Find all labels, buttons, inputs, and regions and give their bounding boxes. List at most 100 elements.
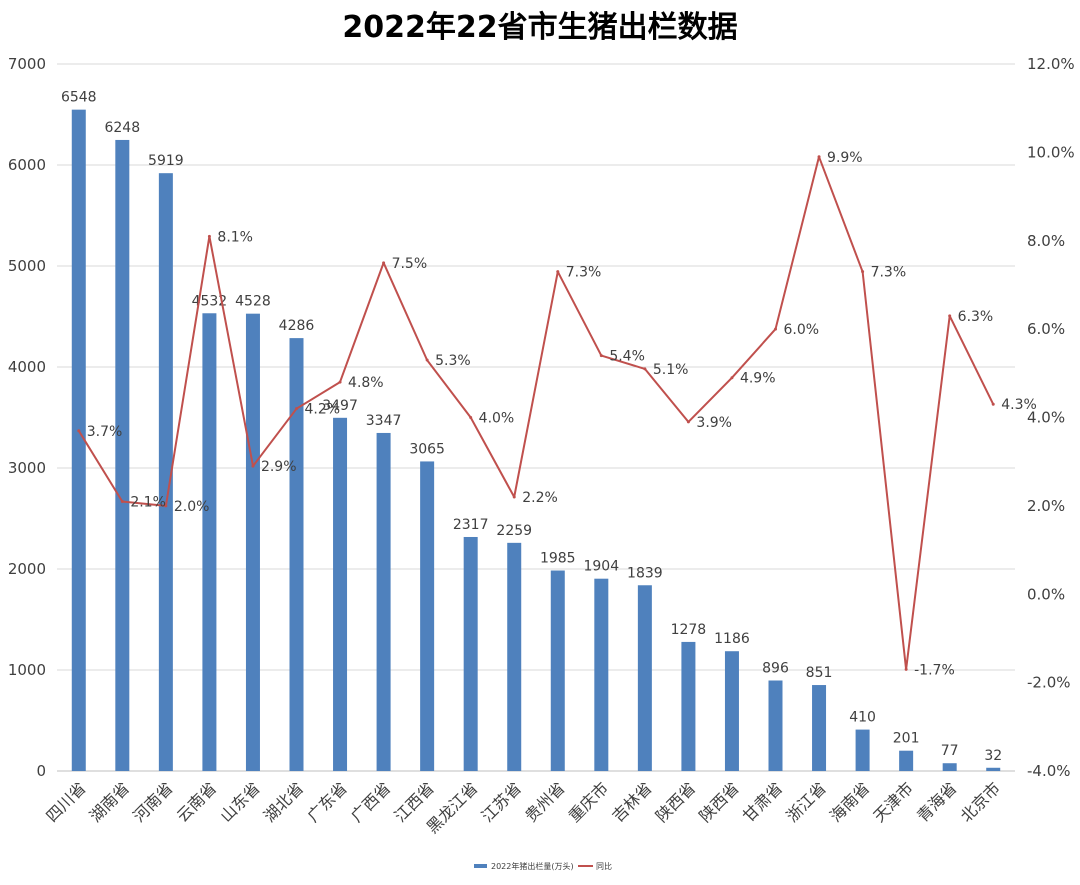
bar-data-label: 4286: [279, 318, 315, 334]
category-label: 吉林省: [608, 778, 655, 825]
line-point: [991, 402, 995, 406]
bar-data-label: 6548: [61, 90, 97, 106]
bar: [855, 729, 870, 771]
line-point: [512, 495, 516, 499]
line-point: [817, 155, 821, 159]
line-data-label: 2.9%: [261, 459, 297, 475]
bar-data-label: 3347: [366, 413, 402, 429]
line-data-label: 2.0%: [174, 499, 210, 515]
line-point: [120, 499, 124, 503]
line-data-label: 4.8%: [348, 375, 384, 391]
category-label: 广东省: [303, 778, 350, 825]
bar-data-label: 2259: [496, 523, 532, 539]
bar: [420, 461, 435, 771]
right-tick-label: -4.0%: [1027, 762, 1071, 780]
line-point: [643, 367, 647, 371]
right-tick-label: 12.0%: [1027, 55, 1075, 73]
line-data-label: 3.7%: [87, 424, 123, 440]
bar: [594, 578, 609, 771]
bar: [333, 417, 348, 771]
line-data-label: 2.2%: [522, 490, 558, 506]
left-tick-label: 0: [36, 762, 46, 780]
bar: [376, 432, 391, 771]
bar-data-label: 1278: [671, 622, 707, 638]
legend-label-line: 同比: [596, 861, 612, 871]
legend-swatch-bars: [474, 864, 487, 868]
bar: [768, 680, 783, 771]
category-label: 云南省: [173, 778, 220, 825]
right-tick-label: 2.0%: [1027, 497, 1065, 515]
line-data-label: 4.2%: [305, 402, 341, 418]
legend: 2022年猪出栏量(万头) 同比: [474, 861, 612, 871]
category-label: 湖北省: [260, 778, 307, 825]
bar: [463, 536, 478, 771]
line-point: [556, 270, 560, 274]
bar-data-label: 3065: [409, 441, 445, 457]
line-point: [599, 354, 603, 358]
line-data-label: 7.3%: [871, 265, 907, 281]
bar-data-label: 32: [984, 748, 1002, 764]
line-point: [774, 327, 777, 331]
chart-title: 2022年22省市生猪出栏数据: [342, 10, 737, 45]
legend-label-bars: 2022年猪出栏量(万头): [491, 861, 574, 871]
line-point: [469, 416, 473, 419]
right-y-axis: -4.0% -2.0% 0.0% 2.0% 4.0% 6.0% 8.0% 10.0% 12.0%: [1027, 55, 1075, 780]
bar: [507, 542, 522, 771]
line-point: [730, 376, 734, 380]
category-label: 浙江省: [782, 778, 829, 825]
category-label: 广西省: [347, 778, 394, 825]
bar-data-label: 77: [941, 743, 959, 759]
bar-data-label: 410: [849, 710, 876, 726]
left-tick-label: 4000: [8, 358, 46, 376]
bar: [245, 313, 260, 771]
left-tick-label: 2000: [8, 560, 46, 578]
line-data-label: 4.0%: [479, 411, 515, 427]
category-label: 江苏省: [478, 778, 525, 825]
bar: [71, 109, 86, 772]
line-point: [861, 270, 865, 274]
line-data-labels: 3.7% 2.1% 2.0% 8.1% 2.9% 4.2% 4.8% 7.5% 5.3% 4.0%…: [87, 150, 1037, 679]
line-point: [251, 464, 255, 468]
bar-data-label: 896: [762, 661, 789, 677]
line-data-label: 7.5%: [392, 256, 428, 272]
category-label: 陕西省: [695, 778, 742, 825]
line-data-label: 4.9%: [740, 371, 776, 387]
left-tick-label: 7000: [8, 55, 46, 73]
category-label: 青海省: [913, 778, 960, 825]
line-path: [77, 155, 995, 671]
category-label: 天津市: [870, 778, 917, 825]
bar: [986, 767, 1001, 771]
bar-data-label: 1186: [714, 631, 750, 647]
bar: [724, 651, 739, 771]
right-tick-label: 6.0%: [1027, 320, 1065, 338]
category-label: 贵州省: [521, 778, 568, 825]
left-tick-label: 5000: [8, 257, 46, 275]
bar: [115, 139, 130, 771]
bar: [202, 313, 217, 771]
gridlines: [57, 63, 1015, 772]
bar-data-label: 1839: [627, 565, 663, 581]
right-tick-label: 10.0%: [1027, 143, 1075, 161]
line-data-label: 7.3%: [566, 265, 602, 281]
bar-data-label: 2317: [453, 517, 489, 533]
category-label: 北京市: [957, 778, 1004, 825]
category-label: 湖南省: [86, 778, 133, 825]
bar: [158, 173, 173, 771]
bar: [899, 750, 914, 771]
line-point: [948, 314, 952, 318]
line-point: [207, 234, 211, 238]
bar-data-label: 3497: [322, 398, 358, 414]
line-data-label: -1.7%: [914, 662, 955, 678]
bar: [681, 641, 696, 771]
bar-data-label: 201: [893, 731, 920, 747]
line-data-label: 5.4%: [609, 349, 645, 365]
left-y-axis: 0 1000 2000 3000 4000 5000 6000 7000: [8, 55, 46, 780]
line-data-label: 4.3%: [1001, 397, 1037, 413]
line-data-label: 6.3%: [958, 309, 994, 325]
bar-data-label: 4528: [235, 294, 271, 310]
category-axis: 四川省湖南省河南省云南省山东省湖北省广东省广西省江西省黑龙江省江苏省贵州省重庆市…: [42, 778, 1004, 837]
line-point: [295, 407, 298, 411]
line-point: [382, 261, 386, 265]
left-tick-label: 1000: [8, 661, 46, 679]
